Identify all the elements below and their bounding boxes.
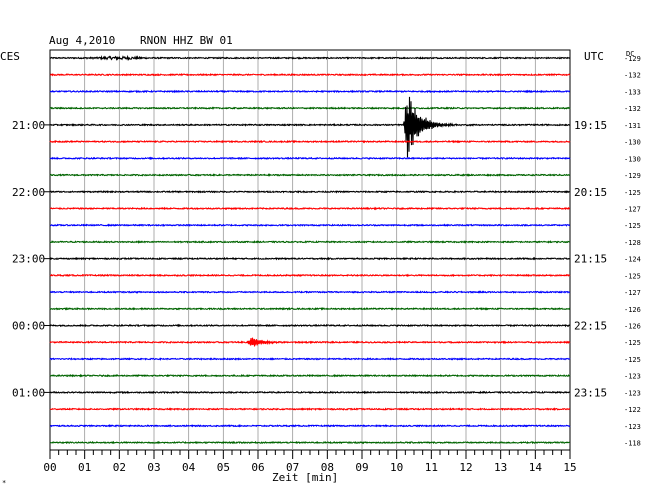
trace-line (49, 256, 571, 261)
right-timezone-label: UTC (584, 50, 604, 63)
dc-offset-label: -118 (624, 440, 641, 448)
x-tick-label: 05 (217, 461, 230, 474)
x-tick-label: 12 (459, 461, 472, 474)
trace-line (49, 373, 571, 378)
trace-line (49, 106, 571, 111)
dc-offset-label: -124 (624, 256, 641, 264)
x-tick-label: 04 (182, 461, 196, 474)
dc-offset-label: -125 (624, 222, 641, 230)
trace-line (49, 223, 571, 228)
dc-offset-label: -125 (624, 339, 641, 347)
trace-line (49, 156, 571, 161)
trace-line (49, 337, 571, 347)
header-station: RNON HHZ BW 01 (140, 34, 233, 47)
dc-offset-label: -132 (624, 105, 641, 113)
dc-offset-label: -132 (624, 72, 641, 80)
x-tick-label: 11 (425, 461, 438, 474)
x-tick-label: 15 (563, 461, 576, 474)
x-tick-label: 10 (390, 461, 403, 474)
right-utc-label: 23:15 (574, 386, 607, 399)
trace-line (49, 96, 571, 158)
dc-offset-label: -126 (624, 323, 641, 331)
corner-mark: * (2, 479, 6, 487)
left-hour-label: 01:00 (12, 386, 45, 399)
right-utc-label: 22:15 (574, 320, 607, 333)
right-utc-labels: 19:15 20:15 21:15 22:15 23:15 (574, 119, 607, 400)
dc-offset-label: -128 (624, 239, 641, 247)
x-tick-label: 14 (529, 461, 543, 474)
x-tick-label: 08 (321, 461, 334, 474)
dc-offset-label: -126 (624, 306, 641, 314)
grid-lines (84, 50, 536, 450)
trace-line (49, 290, 571, 294)
x-axis-label: Zeit [min] (272, 471, 338, 484)
plot-frame (49, 49, 571, 451)
trace-line (49, 89, 571, 94)
trace-line (49, 72, 571, 77)
x-tick-label: 09 (355, 461, 368, 474)
trace-line (49, 240, 571, 244)
x-tick-label: 01 (78, 461, 91, 474)
left-hour-labels: 21:00 22:00 23:00 00:00 01:00 (12, 119, 50, 399)
x-axis: 00 01 02 03 04 05 06 07 08 09 10 11 12 13 14 15 (43, 450, 577, 474)
trace-line (49, 139, 571, 144)
dc-offset-label: -123 (624, 373, 641, 381)
trace-line (49, 357, 571, 361)
dc-offset-label: -131 (624, 122, 641, 130)
dc-offset-label: -125 (624, 189, 641, 197)
trace-line (49, 440, 571, 445)
dc-offset-label: -129 (624, 55, 641, 63)
trace-line (49, 306, 571, 311)
dc-offset-label: -125 (624, 272, 641, 280)
dc-offset-label: -122 (624, 406, 641, 414)
trace-line (49, 54, 571, 62)
dc-offset-label: -123 (624, 389, 641, 397)
trace-line (49, 189, 571, 194)
dc-offset-label: -123 (624, 423, 641, 431)
dc-header-label: DC (626, 50, 634, 58)
trace-line (49, 273, 571, 278)
left-hour-label: 00:00 (12, 320, 45, 333)
trace-line (49, 423, 571, 428)
trace-line (49, 323, 571, 328)
left-hour-label: 22:00 (12, 186, 45, 199)
x-tick-label: 00 (43, 461, 56, 474)
left-hour-label: 21:00 (12, 119, 45, 132)
x-tick-label: 07 (286, 461, 299, 474)
dc-offset-label: -125 (624, 356, 641, 364)
left-hour-label: 23:00 (12, 253, 45, 266)
left-timezone-label: CES (0, 50, 20, 63)
dc-offset-label: -133 (624, 88, 641, 96)
x-tick-label: 03 (147, 461, 160, 474)
header-date: Aug 4,2010 (49, 34, 115, 47)
trace-line (49, 206, 571, 211)
trace-group (49, 54, 571, 445)
trace-line (49, 173, 571, 177)
x-tick-label: 02 (113, 461, 126, 474)
x-tick-label: 06 (251, 461, 264, 474)
right-utc-label: 20:15 (574, 186, 607, 199)
trace-line (49, 390, 571, 395)
x-tick-label: 13 (494, 461, 507, 474)
dc-offset-label: -127 (624, 289, 641, 297)
dc-offset-label: -130 (624, 139, 641, 147)
right-utc-label: 19:15 (574, 119, 607, 132)
right-utc-label: 21:15 (574, 253, 607, 266)
dc-offset-label: -129 (624, 172, 641, 180)
dc-offset-labels: -129 -132 -133 -132 -131 -130 -130 -129 -125 -127… (624, 55, 641, 448)
dc-offset-label: -130 (624, 155, 641, 163)
trace-line (49, 407, 571, 411)
dc-offset-label: -127 (624, 205, 641, 213)
